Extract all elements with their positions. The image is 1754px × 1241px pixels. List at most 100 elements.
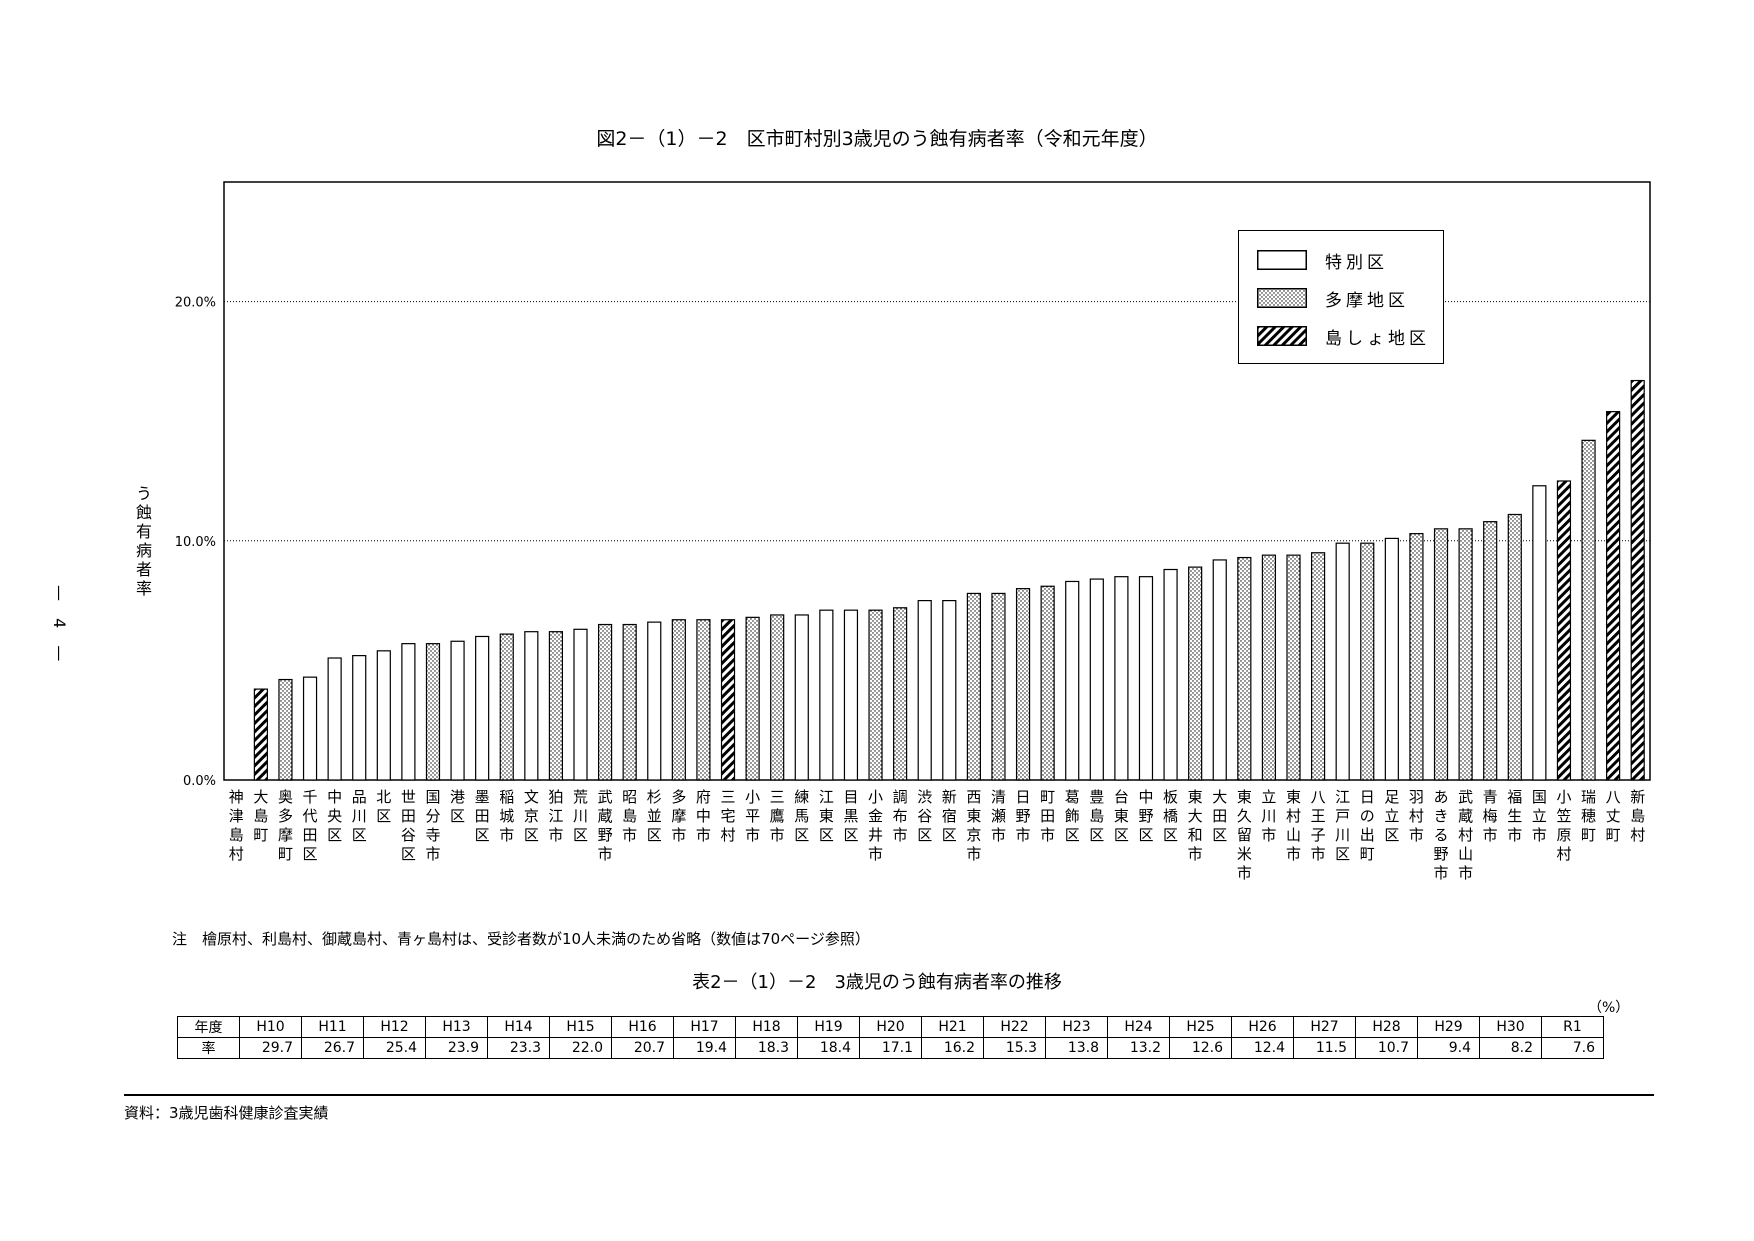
table-rate-cell: 16.2 bbox=[921, 1037, 984, 1059]
x-tick-label: 日野市 bbox=[1016, 788, 1031, 844]
legend-item-ward: 特別区 bbox=[1257, 248, 1388, 273]
x-tick-label: 新宿区 bbox=[942, 788, 957, 844]
table-year-cell: R1 bbox=[1541, 1016, 1604, 1038]
table-year-cell: H30 bbox=[1479, 1016, 1542, 1038]
bar bbox=[1310, 552, 1326, 781]
x-tick-label: 小平市 bbox=[745, 788, 760, 844]
x-tick-label: 渋谷区 bbox=[917, 788, 932, 844]
x-tick-label: 国立市 bbox=[1532, 788, 1547, 844]
bar bbox=[1433, 528, 1449, 781]
bar bbox=[376, 650, 391, 781]
bar bbox=[917, 599, 932, 781]
x-tick-label: 武蔵村山市 bbox=[1458, 788, 1473, 882]
x-tick-label: 昭島市 bbox=[622, 788, 637, 844]
x-tick-label: 東大和市 bbox=[1188, 788, 1203, 863]
table-year-cell: H15 bbox=[549, 1016, 612, 1038]
x-tick-label: 北区 bbox=[376, 788, 391, 825]
table-year-cell: H11 bbox=[301, 1016, 364, 1038]
x-tick-label: 中央区 bbox=[327, 788, 342, 844]
bar bbox=[720, 619, 736, 781]
bar bbox=[1237, 556, 1252, 781]
x-tick-label: 三鷹市 bbox=[770, 788, 785, 844]
table-year-cell: H10 bbox=[239, 1016, 302, 1038]
table-rate-cell: 13.8 bbox=[1045, 1037, 1108, 1059]
bar bbox=[1188, 566, 1203, 781]
x-tick-label: 足立区 bbox=[1384, 788, 1399, 844]
table-row-label: 率 bbox=[177, 1037, 240, 1059]
bar bbox=[1581, 439, 1596, 781]
chart-title: 図2－（1）－2 区市町村別3歳児のう蝕有病者率（令和元年度） bbox=[596, 128, 1158, 150]
x-tick-label: 町田市 bbox=[1040, 788, 1055, 844]
x-tick-label: 大田区 bbox=[1212, 788, 1227, 844]
bar bbox=[1532, 485, 1547, 781]
legend-swatch-tama bbox=[1257, 288, 1307, 308]
table-year-cell: H27 bbox=[1293, 1016, 1356, 1038]
x-tick-label: 小金井市 bbox=[868, 788, 883, 863]
source-note: 資料：3歳児歯科健康診査実績 bbox=[124, 1104, 329, 1122]
x-tick-label: 羽村市 bbox=[1409, 788, 1424, 844]
x-tick-label: 千代田区 bbox=[303, 788, 318, 863]
bar bbox=[425, 643, 441, 781]
bar bbox=[1483, 521, 1498, 781]
table-rate-cell: 12.4 bbox=[1231, 1037, 1294, 1059]
bar bbox=[893, 607, 908, 781]
x-tick-label: 立川市 bbox=[1261, 788, 1276, 844]
table-header-row: 年度 H10 H11 H12 H13 H14 H15 H16 H17 H18 H19 H20 H21 H… bbox=[177, 1016, 1604, 1038]
x-tick-label: 神津島村 bbox=[229, 788, 244, 863]
x-tick-label: 港区 bbox=[450, 788, 465, 825]
x-tick-label: 江戸川区 bbox=[1335, 788, 1350, 863]
y-axis-label: う蝕有病者率 bbox=[133, 485, 152, 599]
x-tick-label: 豊島区 bbox=[1089, 788, 1104, 844]
table-rate-cell: 26.7 bbox=[301, 1037, 364, 1059]
y-tick-label: 0.0% bbox=[183, 774, 216, 789]
table-rate-cell: 29.7 bbox=[239, 1037, 302, 1059]
x-tick-label: 東久留米市 bbox=[1237, 788, 1252, 882]
table-year-cell: H18 bbox=[735, 1016, 798, 1038]
x-tick-label: 八丈町 bbox=[1606, 788, 1621, 844]
x-tick-label: 東村山市 bbox=[1286, 788, 1301, 863]
table-year-cell: H26 bbox=[1231, 1016, 1294, 1038]
x-tick-label: 墨田区 bbox=[475, 788, 490, 844]
bar bbox=[278, 678, 293, 781]
bar bbox=[696, 619, 711, 781]
table-year-cell: H21 bbox=[921, 1016, 984, 1038]
legend-item-island: 島しょ地区 bbox=[1257, 324, 1430, 349]
x-tick-label: 品川区 bbox=[352, 788, 367, 844]
bar bbox=[1630, 379, 1645, 781]
bar bbox=[942, 599, 957, 781]
table-unit: （%） bbox=[1588, 1000, 1630, 1016]
x-tick-label: 清瀬市 bbox=[991, 788, 1006, 844]
chart-note: 注 檜原村、利島村、御蔵島村、青ヶ島村は、受診者数が10人未満のため省略（数値は… bbox=[172, 930, 870, 948]
bar bbox=[475, 635, 490, 781]
bar bbox=[1261, 554, 1277, 781]
legend-swatch-island bbox=[1257, 326, 1307, 346]
x-tick-label: 三宅村 bbox=[721, 788, 736, 844]
legend-label-tama: 多摩地区 bbox=[1325, 290, 1409, 311]
legend-item-tama: 多摩地区 bbox=[1257, 286, 1409, 311]
table-rate-cell: 23.9 bbox=[425, 1037, 488, 1059]
x-tick-label: 日の出町 bbox=[1360, 788, 1375, 863]
x-tick-label: 武蔵野市 bbox=[598, 788, 613, 863]
x-tick-label: 奥多摩町 bbox=[278, 788, 293, 863]
bar bbox=[302, 676, 318, 781]
bar bbox=[1015, 588, 1031, 781]
bar bbox=[499, 633, 514, 781]
table-rate-cell: 8.2 bbox=[1479, 1037, 1542, 1059]
x-tick-label: 練馬区 bbox=[794, 788, 809, 844]
bar bbox=[450, 640, 465, 781]
table-rate-cell: 13.2 bbox=[1107, 1037, 1170, 1059]
bar bbox=[1458, 528, 1473, 781]
table-year-cell: H24 bbox=[1107, 1016, 1170, 1038]
table-year-cell: H25 bbox=[1169, 1016, 1232, 1038]
bar bbox=[1163, 568, 1178, 781]
bar bbox=[1335, 542, 1350, 781]
table-year-cell: H13 bbox=[425, 1016, 488, 1038]
bar bbox=[573, 628, 588, 781]
x-tick-label: 葛飾区 bbox=[1065, 788, 1080, 844]
table-rate-cell: 7.6 bbox=[1541, 1037, 1604, 1059]
x-tick-label: 杉並区 bbox=[647, 788, 662, 844]
x-tick-label: 文京区 bbox=[524, 788, 539, 844]
x-tick-label: 台東区 bbox=[1114, 788, 1129, 844]
bar bbox=[991, 592, 1006, 781]
table-rate-cell: 18.3 bbox=[735, 1037, 798, 1059]
